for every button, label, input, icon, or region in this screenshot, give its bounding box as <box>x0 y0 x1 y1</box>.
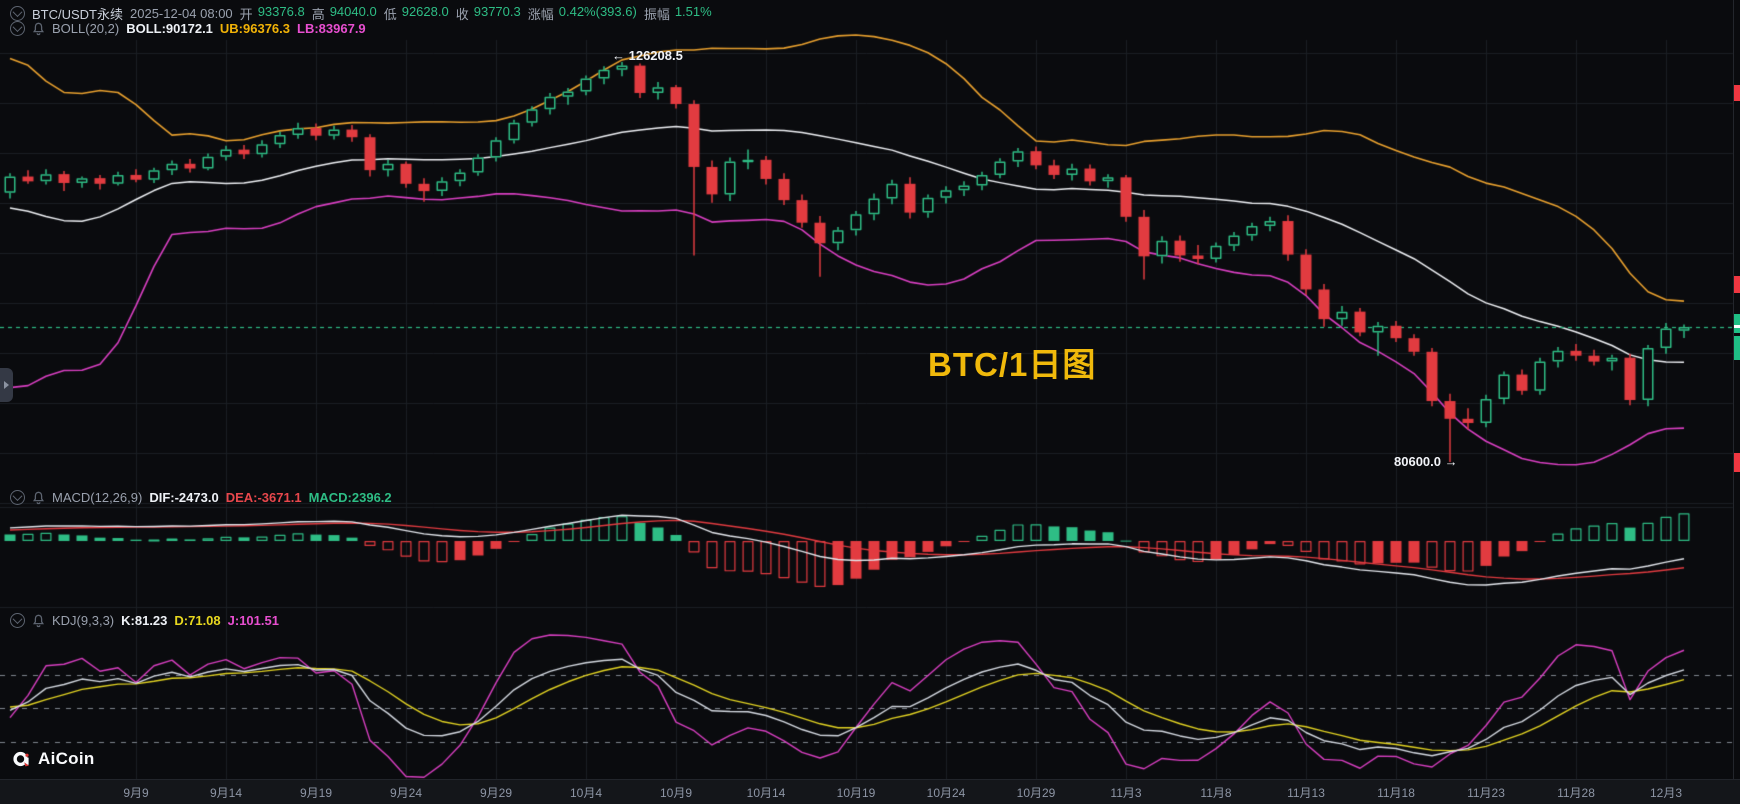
price-axis-marker-green[interactable] <box>1734 336 1740 360</box>
x-axis-label: 9月14 <box>209 786 243 800</box>
alert-bell-icon[interactable] <box>32 614 45 628</box>
low-value: 92628.0 <box>401 4 449 19</box>
amplitude-value: 1.51% <box>674 4 712 19</box>
kdj-k-value: K:81.23 <box>121 613 168 628</box>
price-axis-marker-green[interactable] <box>1734 313 1740 334</box>
macd-dif-value: DIF:-2473.0 <box>149 490 219 505</box>
aicoin-logo: AiCoin <box>12 749 95 769</box>
x-axis-label: 10月4 <box>569 786 603 800</box>
macd-hist-value: MACD:2396.2 <box>308 490 392 505</box>
x-axis-label: 11月3 <box>1110 786 1142 800</box>
boll-name: BOLL(20,2) <box>52 21 120 36</box>
price-axis-marker-red[interactable] <box>1734 84 1740 102</box>
close-label: 收 <box>455 7 469 22</box>
x-axis-label: 11月28 <box>1557 786 1595 800</box>
chevron-right-icon <box>4 381 9 389</box>
price-axis-marker-red[interactable] <box>1734 275 1740 294</box>
current-price-tick <box>1734 325 1740 329</box>
collapse-chevron-icon[interactable] <box>10 490 25 505</box>
open-label: 开 <box>239 7 253 22</box>
kdj-name: KDJ(9,3,3) <box>52 613 115 628</box>
change-label: 涨幅 <box>527 7 554 22</box>
low-label: 低 <box>383 7 397 22</box>
x-axis-label: 12月3 <box>1649 786 1683 800</box>
collapse-chevron-icon[interactable] <box>10 6 25 21</box>
candle-datetime: 2025-12-04 08:00 <box>130 6 233 21</box>
kdj-j-value: J:101.51 <box>227 613 279 628</box>
change-value: 0.42%(393.6) <box>558 4 637 19</box>
x-axis-label: 11月8 <box>1200 786 1232 800</box>
kdj-d-value: D:71.08 <box>174 613 221 628</box>
high-label: 高 <box>311 7 325 22</box>
price-axis-marker-red[interactable] <box>1734 453 1740 472</box>
x-axis-label: 9月24 <box>389 786 423 800</box>
x-axis-label: 9月19 <box>299 786 333 800</box>
open-value: 93376.8 <box>257 4 305 19</box>
x-axis-label: 10月29 <box>1016 786 1056 800</box>
alert-bell-icon[interactable] <box>32 22 45 36</box>
alert-bell-icon[interactable] <box>32 491 45 505</box>
x-axis-label: 10月24 <box>926 786 966 800</box>
collapse-chevron-icon[interactable] <box>10 21 25 36</box>
close-value: 93770.3 <box>473 4 521 19</box>
x-axis-label: 9月29 <box>479 786 513 800</box>
x-axis-label: 11月18 <box>1377 786 1415 800</box>
kdj-header-row: KDJ(9,3,3) K:81.23 D:71.08 J:101.51 <box>10 613 279 628</box>
boll-header-row: BOLL(20,2) BOLL:90172.1 UB:96376.3 LB:83… <box>10 21 366 36</box>
macd-name: MACD(12,26,9) <box>52 490 143 505</box>
high-value: 94040.0 <box>329 4 377 19</box>
chart-watermark: BTC/1日图 <box>928 346 1097 383</box>
boll-ub-value: UB:96376.3 <box>219 21 291 36</box>
time-axis[interactable]: 9月9 9月14 9月19 9月24 9月29 10月4 10月9 10月14 10月19 10月… <box>0 779 1740 804</box>
aicoin-logo-icon <box>12 749 32 769</box>
symbol-name: BTC/USDT永续 <box>32 7 124 22</box>
boll-mid-value: BOLL:90172.1 <box>126 21 213 36</box>
price-axis-strip[interactable] <box>1733 0 1740 779</box>
side-panel-handle[interactable] <box>0 368 13 402</box>
macd-header-row: MACD(12,26,9) DIF:-2473.0 DEA:-3671.1 MA… <box>10 490 392 505</box>
low-price-annotation: 80600.0 → <box>1394 454 1458 469</box>
x-axis-label: 11月23 <box>1467 786 1505 800</box>
symbol-header-row: BTC/USDT永续 2025-12-04 08:00 开 93376.8 高 94… <box>10 4 712 23</box>
collapse-chevron-icon[interactable] <box>10 613 25 628</box>
x-axis-label: 10月19 <box>836 786 876 800</box>
x-axis-label: 10月9 <box>659 786 693 800</box>
macd-dea-value: DEA:-3671.1 <box>225 490 302 505</box>
high-price-annotation: ← 126208.5 <box>612 48 683 63</box>
x-axis-label: 10月14 <box>746 786 786 800</box>
x-axis-label: 9月9 <box>123 786 149 800</box>
x-axis-label: 11月13 <box>1287 786 1325 800</box>
aicoin-logo-text: AiCoin <box>38 749 95 768</box>
amplitude-label: 振幅 <box>643 7 670 22</box>
boll-lb-value: LB:83967.9 <box>297 21 366 36</box>
